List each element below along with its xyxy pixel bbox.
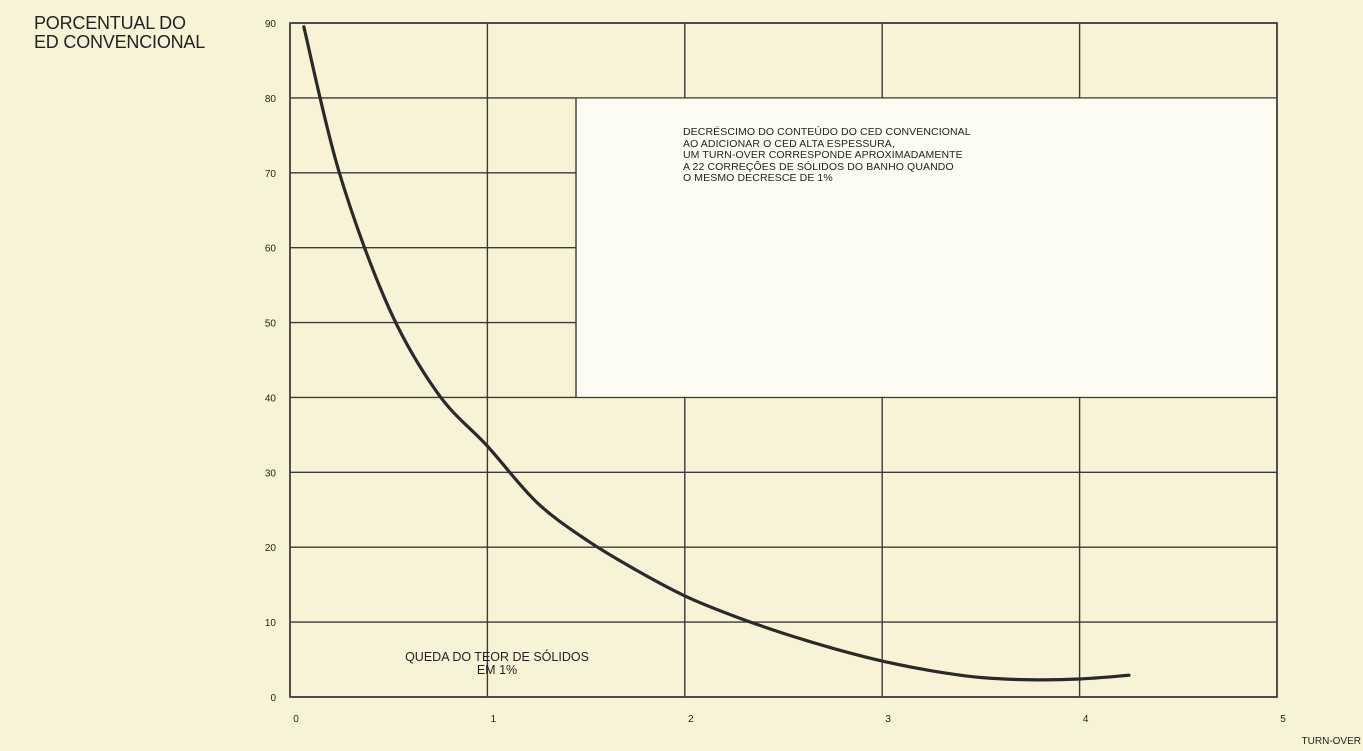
y-tick-label-20: 20 (265, 543, 277, 554)
annotation-box (576, 98, 1276, 397)
annotation-box-area (575, 97, 1276, 398)
annotation-box-text: DECRÉSCIMO DO CONTEÚDO DO CED CONVENCION… (683, 126, 971, 184)
plot-frame (289, 22, 1278, 698)
x-axis-label: TURN-OVER (1301, 736, 1361, 747)
y-tick-label-0: 0 (270, 693, 276, 704)
y-tick-label-90: 90 (265, 19, 277, 30)
x-tick-label-0: 0 (293, 714, 299, 725)
x-tick-label-3: 3 (885, 714, 891, 725)
y-tick-label-10: 10 (265, 618, 277, 629)
y-tick-label-30: 30 (265, 468, 277, 479)
y-axis-label: PORCENTUAL DO ED CONVENCIONAL (34, 13, 206, 52)
x-tick-label-5: 5 (1280, 714, 1286, 725)
y-tick-label-60: 60 (265, 244, 277, 255)
series-line-0 (302, 25, 1131, 682)
x-tick-label-1: 1 (491, 714, 497, 725)
annotation-solidos: QUEDA DO TEOR DE SÓLIDOS EM 1% (405, 650, 589, 677)
ticks: 0 10 20 30 40 50 60 70 80 90 0 1 2 3 4 5 (265, 19, 1286, 725)
x-tick-label-4: 4 (1083, 714, 1089, 725)
series (302, 25, 1131, 682)
x-tick-label-2: 2 (688, 714, 694, 725)
y-tick-label-40: 40 (265, 393, 277, 404)
y-tick-label-50: 50 (265, 319, 277, 330)
y-tick-label-70: 70 (265, 169, 277, 180)
y-tick-label-80: 80 (265, 94, 277, 105)
